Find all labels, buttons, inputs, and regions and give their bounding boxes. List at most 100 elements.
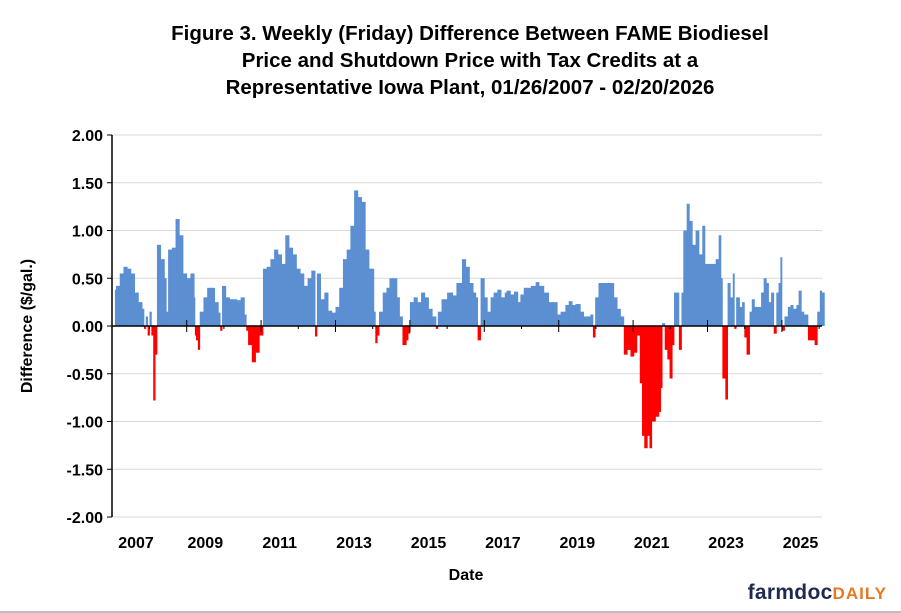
bar-positive	[156, 244, 162, 326]
bar-positive	[575, 304, 581, 326]
bar-positive	[357, 197, 362, 326]
bar-positive	[393, 278, 398, 326]
bar-positive	[730, 297, 734, 326]
bar-positive	[798, 290, 802, 326]
bar-positive	[686, 203, 690, 326]
bar-positive	[766, 283, 769, 326]
bar-positive	[396, 297, 400, 326]
bar-positive	[277, 254, 282, 326]
bar-positive	[303, 285, 308, 326]
bar-positive	[702, 225, 706, 326]
bar-positive	[285, 235, 290, 326]
bar-positive	[307, 278, 312, 326]
y-axis-label: Difference ($/gal.)	[19, 259, 36, 393]
bar-positive	[620, 316, 625, 326]
bar-positive	[296, 268, 301, 326]
bar-positive	[335, 306, 340, 326]
bar-positive	[270, 259, 275, 326]
bar-positive	[771, 292, 775, 326]
bar-positive	[787, 306, 791, 326]
bar-negative	[647, 326, 650, 436]
bar-positive	[727, 283, 731, 326]
bar-positive	[535, 282, 540, 326]
bar-positive	[530, 285, 537, 326]
bar-positive	[114, 289, 117, 326]
bar-negative	[814, 326, 818, 346]
bar-negative	[246, 326, 249, 331]
bar-positive	[116, 285, 121, 326]
bar-negative	[781, 326, 785, 331]
bar-positive	[428, 308, 433, 326]
bar-positive	[365, 249, 370, 326]
bar-negative	[734, 326, 737, 329]
bar-positive	[346, 249, 351, 326]
bar-negative	[678, 326, 682, 350]
bar-positive	[413, 297, 418, 326]
bar-negative	[744, 326, 747, 338]
bar-positive	[417, 302, 422, 326]
bar-negative	[248, 326, 253, 346]
bar-positive	[342, 259, 348, 326]
bar-positive	[674, 292, 678, 326]
bar-positive	[487, 311, 492, 326]
bar-positive	[244, 314, 247, 326]
bar-negative	[402, 326, 407, 346]
bar-negative	[660, 326, 663, 389]
x-tick-label: 2017	[485, 535, 521, 552]
bar-positive	[175, 219, 180, 326]
bar-positive	[749, 311, 753, 326]
bar-positive	[222, 285, 227, 326]
bar-positive	[780, 257, 783, 326]
bar-positive	[742, 302, 745, 326]
bar-positive	[761, 292, 765, 326]
bar-positive	[763, 278, 767, 326]
bar-positive	[461, 259, 467, 326]
bar-positive	[210, 287, 215, 326]
bar-negative	[773, 326, 777, 334]
y-tick-label: 1.50	[72, 176, 103, 193]
bar-positive	[399, 316, 403, 326]
bar-positive	[560, 311, 566, 326]
bar-positive	[607, 283, 612, 326]
bar-positive	[504, 292, 508, 326]
bar-positive	[817, 311, 821, 326]
bar-positive	[214, 302, 219, 326]
logo-farmdoc: farmdoc	[747, 581, 833, 604]
bar-positive	[821, 292, 825, 326]
bar-positive	[480, 278, 485, 326]
bar-negative	[406, 326, 409, 341]
bar-positive	[548, 302, 553, 326]
x-tick-label: 2007	[118, 535, 154, 552]
bar-negative	[633, 326, 638, 353]
bar-positive	[683, 230, 688, 326]
y-tick-label: -1.50	[67, 462, 104, 479]
bar-negative	[377, 326, 380, 336]
bar-positive	[565, 304, 570, 326]
bar-positive	[145, 316, 149, 326]
x-tick-label: 2011	[262, 535, 297, 552]
bar-positive	[379, 311, 384, 326]
bar-negative	[251, 326, 256, 363]
bar-positive	[490, 297, 494, 326]
bar-positive	[796, 304, 800, 326]
bar-positive	[409, 302, 415, 326]
bar-positive	[324, 292, 329, 326]
bar-positive	[754, 306, 759, 326]
bar-positive	[194, 297, 196, 326]
bar-positive	[586, 316, 591, 326]
bar-positive	[715, 259, 720, 326]
bar-positive	[806, 314, 809, 326]
bar-positive	[602, 283, 608, 326]
bar-positive	[164, 278, 167, 326]
bar-positive	[262, 268, 268, 326]
bar-negative	[220, 326, 223, 331]
bar-negative	[477, 326, 481, 341]
bar-positive	[160, 259, 165, 326]
bar-positive	[475, 297, 479, 326]
bar-positive	[595, 297, 599, 326]
bar-negative	[655, 326, 660, 417]
bar-positive	[149, 311, 152, 326]
bar-positive	[229, 299, 234, 326]
bar-positive	[289, 247, 294, 326]
